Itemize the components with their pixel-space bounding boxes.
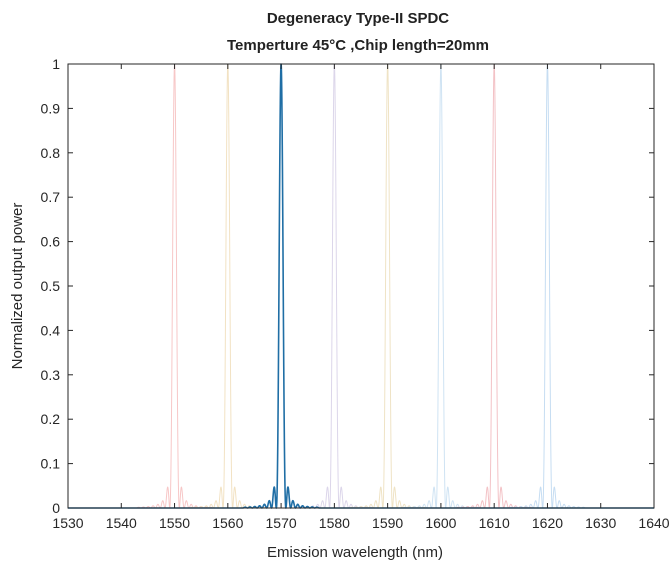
x-tick-label: 1600 xyxy=(425,515,456,531)
y-tick-label: 0 xyxy=(52,500,60,516)
series-line-1580 xyxy=(67,63,655,509)
y-tick-label: 0.6 xyxy=(41,234,61,250)
x-tick-label: 1530 xyxy=(52,515,83,531)
chart-subtitle: Temperture 45°C ,Chip length=20mm xyxy=(227,37,489,54)
y-tick-label: 0.5 xyxy=(41,278,61,294)
y-tick-label: 1 xyxy=(52,56,60,72)
x-tick-label: 1630 xyxy=(585,515,616,531)
series-line-1600 xyxy=(67,63,655,509)
y-tick-label: 0.7 xyxy=(41,189,61,205)
series-line-1550 xyxy=(67,63,655,509)
x-tick-label: 1550 xyxy=(159,515,190,531)
plot-frame xyxy=(67,63,655,509)
y-tick-label: 0.4 xyxy=(41,322,61,338)
y-tick-label: 0.2 xyxy=(41,411,61,427)
x-tick-label: 1540 xyxy=(106,515,137,531)
axis-layer: 1530 1540 1550 1560 1570 1580 1590 1600 1610 1620… xyxy=(41,56,670,531)
x-axis-label: Emission wavelength (nm) xyxy=(267,544,443,561)
x-tick-label: 1620 xyxy=(532,515,563,531)
series-line-1620 xyxy=(67,63,655,509)
x-tick-label: 1590 xyxy=(372,515,403,531)
y-axis-label: Normalized output power xyxy=(9,203,26,370)
series-layer xyxy=(67,63,655,509)
series-line-1560 xyxy=(67,63,655,509)
series-line-1590 xyxy=(67,63,655,509)
chart-title: Degeneracy Type-II SPDC xyxy=(267,10,449,27)
x-tick-label: 1640 xyxy=(638,515,669,531)
y-tick-label: 0.1 xyxy=(41,456,61,472)
y-tick-label: 0.3 xyxy=(41,367,61,383)
series-line-1610 xyxy=(67,63,655,509)
y-tick-label: 0.8 xyxy=(41,145,61,161)
series-line-1570 xyxy=(67,63,655,509)
x-tick-label: 1560 xyxy=(212,515,243,531)
x-tick-label: 1570 xyxy=(266,515,297,531)
y-tick-label: 0.9 xyxy=(41,100,61,116)
x-tick-label: 1580 xyxy=(319,515,350,531)
x-tick-label: 1610 xyxy=(479,515,510,531)
